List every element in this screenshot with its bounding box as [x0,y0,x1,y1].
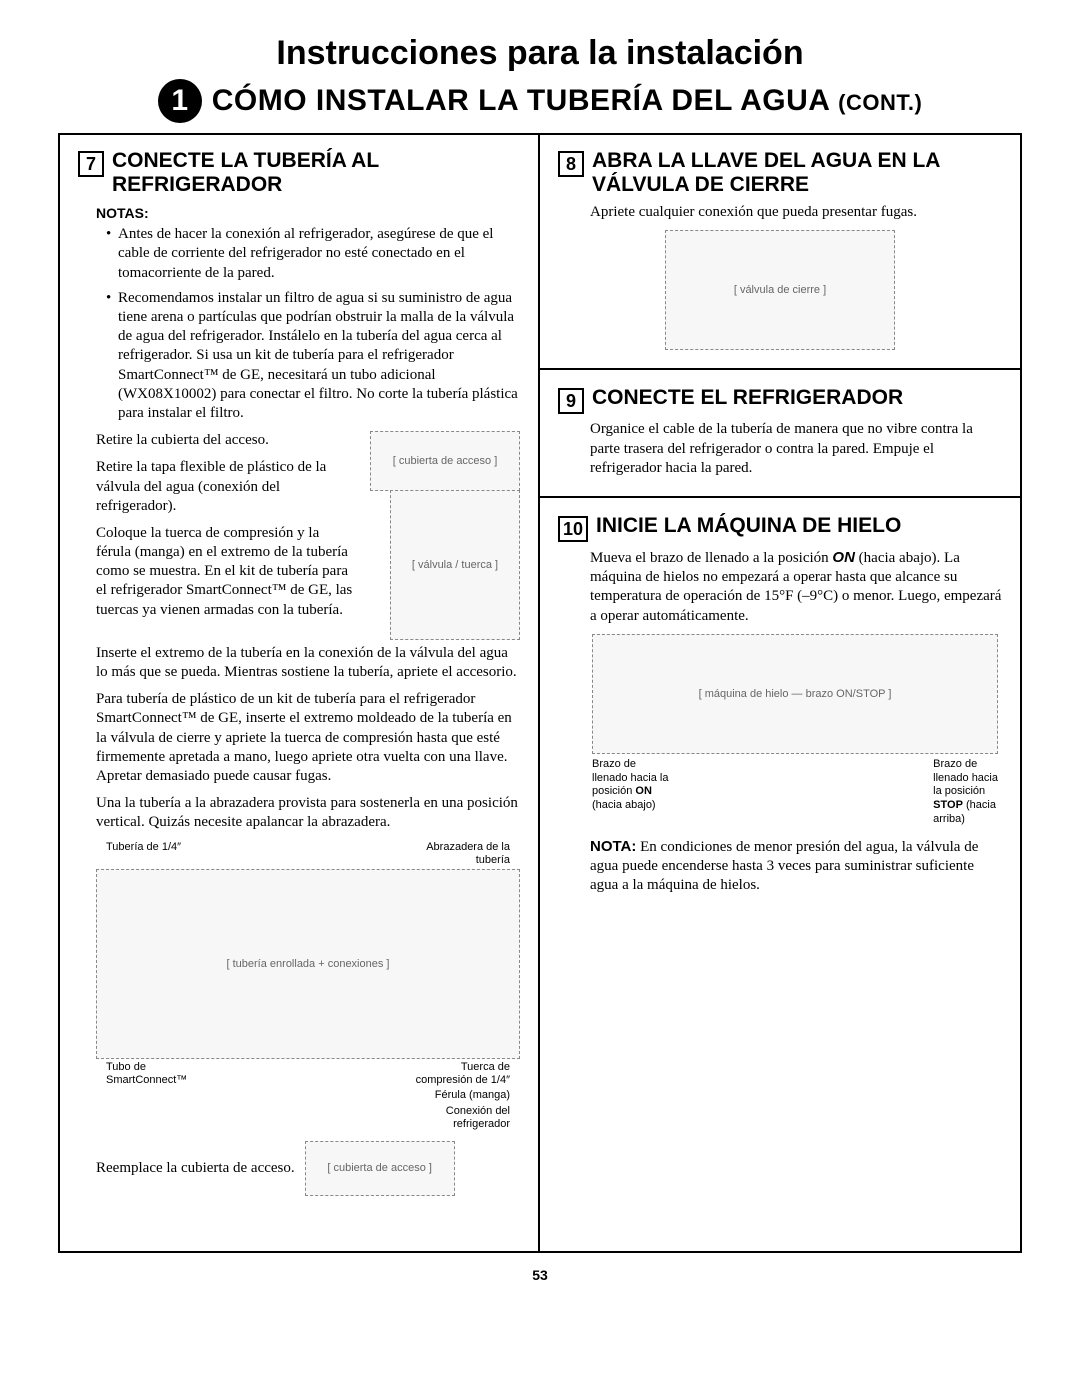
label-smartconnect: Tubo de SmartConnect™ [106,1061,216,1087]
icemaker-labels: Brazo de llenado hacia la posición ON (h… [592,758,998,827]
label-tubing14: Tubería de 1/4″ [106,841,181,867]
coil-diagram: [ tubería enrollada + conexiones ] [96,869,520,1059]
step7-p3: Coloque la tuerca de compresión y la fér… [96,524,356,620]
lab-on-3: posición [592,785,635,797]
section-badge: 1 [158,79,202,123]
right-column: 8 ABRA LA LLAVE DEL AGUA EN LA VÁLVULA D… [540,135,1020,1251]
coil-labels-low: Férula (manga) [106,1089,510,1102]
access-panel-diagram-2: [ cubierta de acceso ] [305,1141,455,1196]
access-panel-diagram: [ cubierta de acceso ] [370,431,520,491]
step7-number: 7 [78,151,104,177]
step10-p1: Mueva el brazo de llenado a la posición … [590,548,1002,626]
notas-label: NOTAS: [96,205,520,221]
step7-p5: Para tubería de plástico de un kit de tu… [96,690,520,786]
step7-notes: Antes de hacer la conexión al refrigerad… [106,225,520,423]
step7-note-1: Antes de hacer la conexión al refrigerad… [106,225,520,283]
step9-header: 9 CONECTE EL REFRIGERADOR [558,386,1002,414]
step7-p7: Reemplace la cubierta de acceso. [96,1160,295,1177]
label-clamp: Abrazadera de la tubería [420,841,510,867]
lab-st-bold: STOP [933,799,963,811]
step9-title: CONECTE EL REFRIGERADOR [592,386,903,410]
label-ferrule: Férula (manga) [435,1089,510,1102]
step8-number: 8 [558,151,584,177]
step8-title: ABRA LA LLAVE DEL AGUA EN LA VÁLVULA DE … [592,149,1002,197]
step10-title: INICIE LA MÁQUINA DE HIELO [596,514,901,538]
divider-8-9 [540,368,1020,370]
step7-p2: Retire la tapa flexible de plástico de l… [96,458,346,516]
lab-st-4: (hacia [963,799,996,811]
section-title: CÓMO INSTALAR LA TUBERÍA DEL AGUA (CONT.… [212,84,923,118]
step8-header: 8 ABRA LA LLAVE DEL AGUA EN LA VÁLVULA D… [558,149,1002,197]
page-number: 53 [58,1267,1022,1283]
icemaker-label-on: Brazo de llenado hacia la posición ON (h… [592,758,668,827]
section-title-main: CÓMO INSTALAR LA TUBERÍA DEL AGUA [212,84,830,117]
step7-title: CONECTE LA TUBERÍA AL REFRIGERADOR [112,149,520,197]
step10-number: 10 [558,516,588,542]
step10-p1a: Mueva el brazo de llenado a la posición [590,550,832,566]
lab-st-2: llenado hacia [933,772,998,784]
lab-st-5: arriba) [933,813,965,825]
lab-on-bold: ON [635,785,652,797]
lab-st-3: la posición [933,785,985,797]
step7-note-2: Recomendamos instalar un filtro de agua … [106,289,520,423]
section-header: 1 CÓMO INSTALAR LA TUBERÍA DEL AGUA (CON… [58,79,1022,123]
section-title-cont: (CONT.) [838,90,922,115]
label-compnut: Tuerca de compresión de 1/4″ [410,1061,510,1087]
step7-header: 7 CONECTE LA TUBERÍA AL REFRIGERADOR [78,149,520,197]
lab-on-2: llenado hacia la [592,772,668,784]
step8-p1: Apriete cualquier conexión que pueda pre… [590,203,1002,222]
icemaker-diagram: [ máquina de hielo — brazo ON/STOP ] [592,634,998,754]
nota-label: NOTA: [590,838,636,855]
left-column: 7 CONECTE LA TUBERÍA AL REFRIGERADOR NOT… [60,135,540,1251]
page-title: Instrucciones para la instalación [58,34,1022,73]
shutoff-valve-diagram: [ válvula de cierre ] [665,230,895,350]
icemaker-label-stop: Brazo de llenado hacia la posición STOP … [933,758,998,827]
step7-p6: Una la tubería a la abrazadera provista … [96,794,520,832]
nota-text: En condiciones de menor presión del agua… [590,839,978,893]
lab-st-1: Brazo de [933,758,977,770]
divider-9-10 [540,496,1020,498]
step9-p1: Organice el cable de la tubería de maner… [590,420,1002,478]
label-refconn: Conexión del refrigerador [410,1105,510,1131]
lab-on-4: (hacia abajo) [592,799,656,811]
step10-header: 10 INICIE LA MÁQUINA DE HIELO [558,514,1002,542]
step9-number: 9 [558,388,584,414]
step10-nota: NOTA: En condiciones de menor presión de… [590,837,1002,896]
content-box: 7 CONECTE LA TUBERÍA AL REFRIGERADOR NOT… [58,133,1022,1253]
coil-labels-bot: Conexión del refrigerador [106,1105,510,1131]
valve-diagram: [ válvula / tuerca ] [390,490,520,640]
step7-p4: Inserte el extremo de la tubería en la c… [96,644,520,682]
lab-on-1: Brazo de [592,758,636,770]
on-text: ON [832,549,855,566]
coil-labels-mid: Tubo de SmartConnect™ Tuerca de compresi… [106,1061,510,1087]
coil-labels-top: Tubería de 1/4″ Abrazadera de la tubería [106,841,510,867]
